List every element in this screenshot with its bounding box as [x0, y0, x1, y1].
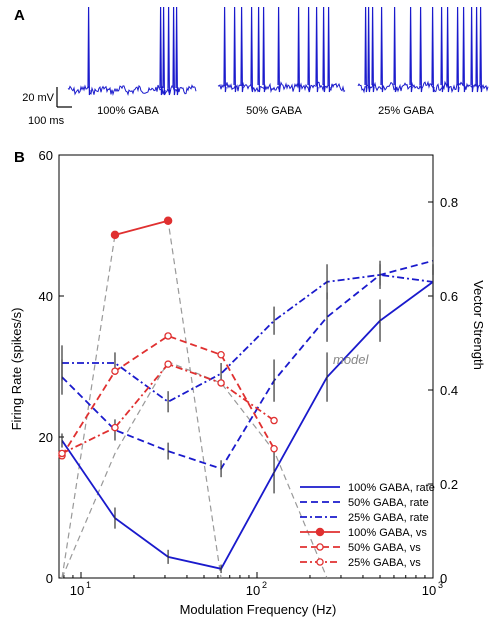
data-point: [111, 423, 119, 432]
legend-entry: 100% GABA, vs: [348, 527, 427, 539]
legend-entry: 50% GABA, vs: [348, 542, 421, 554]
spike: [456, 6, 460, 93]
spike: [479, 6, 483, 93]
y-left-tick-label: 0: [46, 571, 53, 586]
data-point: [270, 444, 278, 453]
legend-entry: 50% GABA, rate: [348, 497, 429, 509]
legend-marker: [316, 558, 324, 566]
y-axis-right-label: Vector Strength: [471, 280, 486, 370]
x-tick-label: 10: [246, 583, 260, 598]
spike: [475, 6, 479, 93]
data-point: [217, 379, 225, 387]
model-line: [61, 361, 328, 579]
trace-label-50: 50% GABA: [246, 105, 302, 117]
data-point: [58, 449, 66, 458]
data-point: [164, 360, 172, 368]
x-tick-label-exponent: 1: [86, 580, 91, 590]
y-right-tick-label: 0: [440, 571, 447, 586]
spike: [371, 6, 375, 93]
spike: [167, 6, 171, 96]
spike: [223, 6, 227, 93]
spike: [87, 6, 91, 96]
spike: [257, 6, 261, 93]
x-tick-label: 10: [70, 583, 84, 598]
voltage-traces: [67, 6, 489, 96]
x-axis-label: Modulation Frequency (Hz): [180, 602, 337, 617]
spike: [380, 6, 384, 93]
model-line: [61, 220, 222, 579]
y-right-tick-label: 0.2: [440, 477, 458, 492]
y-axis-left-label: Firing Rate (spikes/s): [9, 308, 24, 431]
spike: [470, 6, 474, 93]
series-line: [61, 281, 434, 570]
data-point: [164, 332, 172, 340]
spike: [409, 6, 413, 93]
y-right-tick-label: 0.6: [440, 289, 458, 304]
legend-entry: 25% GABA, vs: [348, 557, 421, 569]
spike: [233, 6, 237, 93]
spike: [327, 6, 331, 93]
panel-b-label: B: [14, 149, 25, 166]
trace-label-25: 25% GABA: [378, 105, 434, 117]
voltage-trace: [217, 81, 346, 94]
trace-label-100: 100% GABA: [97, 105, 159, 117]
data-point: [110, 230, 120, 240]
spike: [172, 6, 176, 96]
spike: [159, 6, 163, 96]
spike: [393, 6, 397, 93]
spike: [322, 6, 326, 93]
series-line: [61, 335, 275, 457]
spike: [446, 6, 450, 93]
y-right-tick-label: 0.4: [440, 383, 458, 398]
spike: [364, 6, 368, 93]
spike: [431, 6, 435, 93]
spike: [297, 6, 301, 93]
spike: [262, 6, 266, 93]
x-tick-label-exponent: 2: [262, 580, 267, 590]
spike: [307, 6, 311, 93]
legend-marker: [316, 543, 324, 551]
data-point: [270, 416, 278, 425]
scale-bar-voltage-label: 20 mV: [22, 92, 54, 104]
spike: [419, 6, 423, 93]
data-point: [217, 350, 225, 359]
spike: [315, 6, 319, 93]
spike: [162, 6, 166, 96]
model-annotation: model: [333, 352, 370, 367]
series-line: [62, 273, 434, 403]
series-line: [114, 219, 169, 236]
series-line: [61, 259, 434, 470]
scale-bar-time-label: 100 ms: [28, 115, 65, 127]
x-tick-label: 10: [422, 583, 436, 598]
data-point: [111, 367, 119, 375]
legend-entry: 25% GABA, rate: [348, 512, 429, 524]
plot-frame: [58, 154, 434, 579]
spike: [367, 6, 371, 93]
spike: [462, 6, 466, 93]
spike: [240, 6, 244, 93]
data-point: [163, 216, 173, 226]
panel-a-label: A: [14, 7, 25, 24]
spike: [250, 6, 254, 93]
x-tick-label-exponent: 3: [438, 580, 443, 590]
voltage-trace: [357, 80, 489, 94]
y-left-tick-label: 60: [39, 148, 53, 163]
y-left-tick-label: 20: [39, 430, 53, 445]
legend-marker: [315, 527, 325, 537]
spike: [175, 6, 179, 96]
y-left-tick-label: 40: [39, 289, 53, 304]
legend-entry: 100% GABA, rate: [348, 482, 435, 494]
y-right-tick-label: 0.8: [440, 195, 458, 210]
spike: [277, 6, 281, 93]
spike: [440, 6, 444, 93]
